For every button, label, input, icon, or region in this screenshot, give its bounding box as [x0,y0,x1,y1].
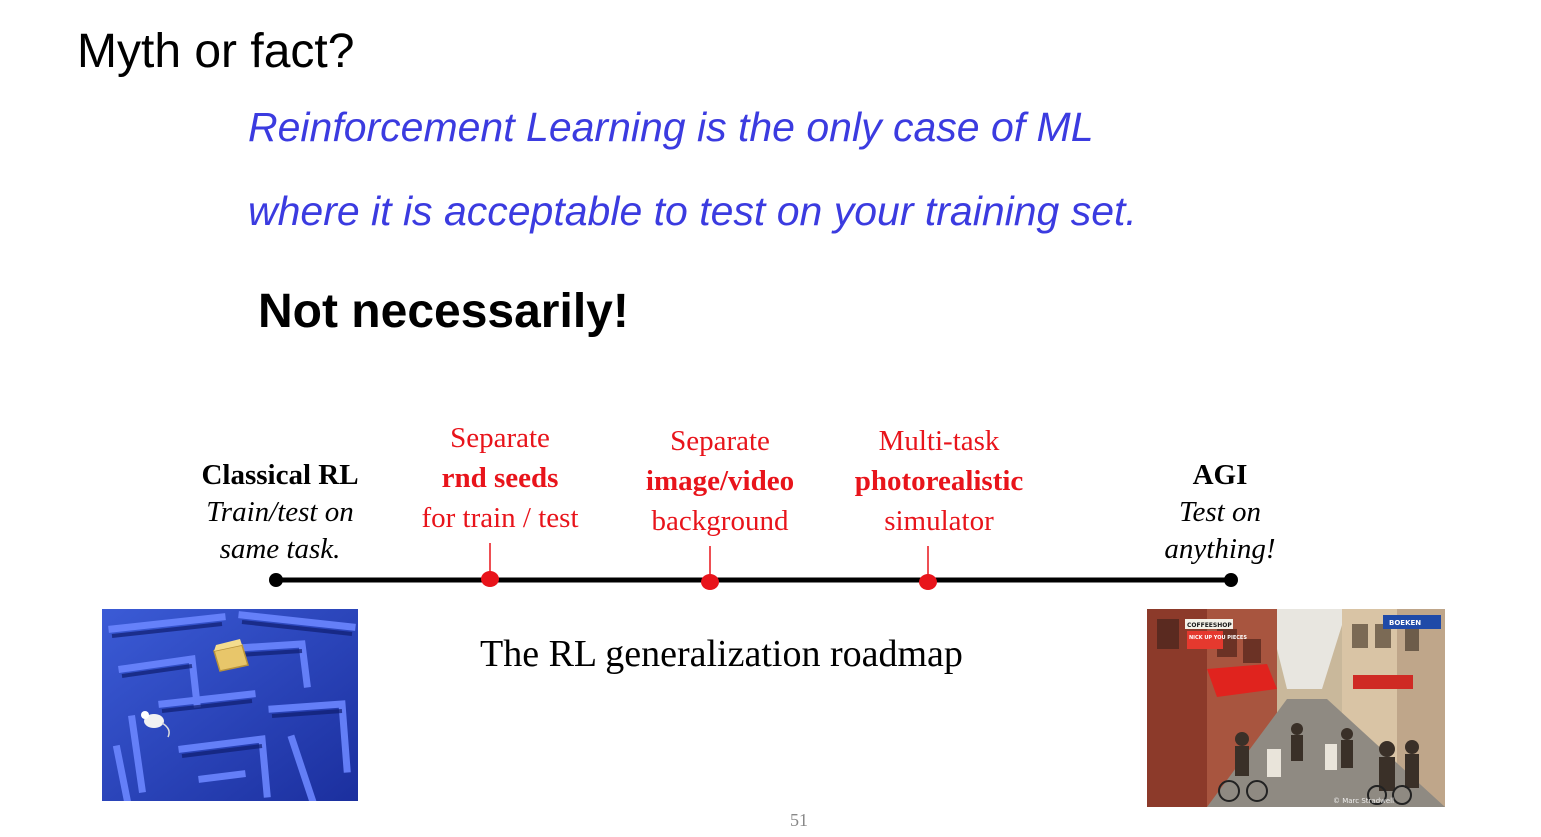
stage-separate-seeds-heading: Separate [450,422,550,454]
timeline-dot-background [701,574,719,590]
timeline-dot-agi [1224,573,1238,587]
timeline-dot-classical-rl [269,573,283,587]
stage-separate-background-line2: image/video [645,465,795,497]
stage-multitask-simulator-line3: simulator [884,505,994,537]
street-sign-nick: NICK UP YOU PIECES [1189,635,1247,641]
stage-classical-rl: Classical RL Train/test on same task. [160,457,400,568]
stage-separate-background: Separate image/video background [600,421,840,541]
stage-classical-rl-line2: Train/test on [206,496,354,528]
slide-title: Myth or fact? [77,25,355,78]
timeline-dot-seeds [481,571,499,587]
stage-multitask-simulator-heading: Multi-task [878,425,1000,457]
claim-line-1: Reinforcement Learning is the only case … [248,104,1094,150]
stage-multitask-simulator-line2: photorealistic [854,465,1024,497]
answer-heading: Not necessarily! [258,285,629,338]
stage-classical-rl-line3: same task. [219,533,341,565]
page-number: 51 [790,810,808,830]
roadmap-caption: The RL generalization roadmap [480,633,963,675]
stage-separate-seeds: Separate rnd seeds for train / test [380,418,620,538]
stage-multitask-simulator: Multi-task photorealistic simulator [819,421,1059,541]
claim-line-2: where it is acceptable to test on your t… [248,188,1137,234]
street-sign-boeken: BOEKEN [1389,619,1421,627]
stage-agi-line2: Test on [1179,496,1261,528]
street-sign-coffeeshop: COFFEESHOP [1187,622,1232,629]
stage-agi: AGI Test on anything! [1100,457,1340,568]
maze-with-mouse-and-cheese-image [102,609,358,801]
stage-agi-heading: AGI [1192,459,1248,491]
stage-separate-background-heading: Separate [670,425,770,457]
timeline-dot-simulator [919,574,937,590]
stage-agi-line3: anything! [1164,533,1276,565]
stage-classical-rl-heading: Classical RL [201,459,359,491]
busy-street-scene-image: COFFEESHOP NICK UP YOU PIECES BOEKEN © M… [1147,609,1445,807]
stage-separate-seeds-line2: rnd seeds [441,462,559,494]
image-watermark: © Marc Stradwell [1333,797,1394,805]
stage-separate-background-line3: background [651,505,789,537]
stage-separate-seeds-line3: for train / test [421,502,579,534]
